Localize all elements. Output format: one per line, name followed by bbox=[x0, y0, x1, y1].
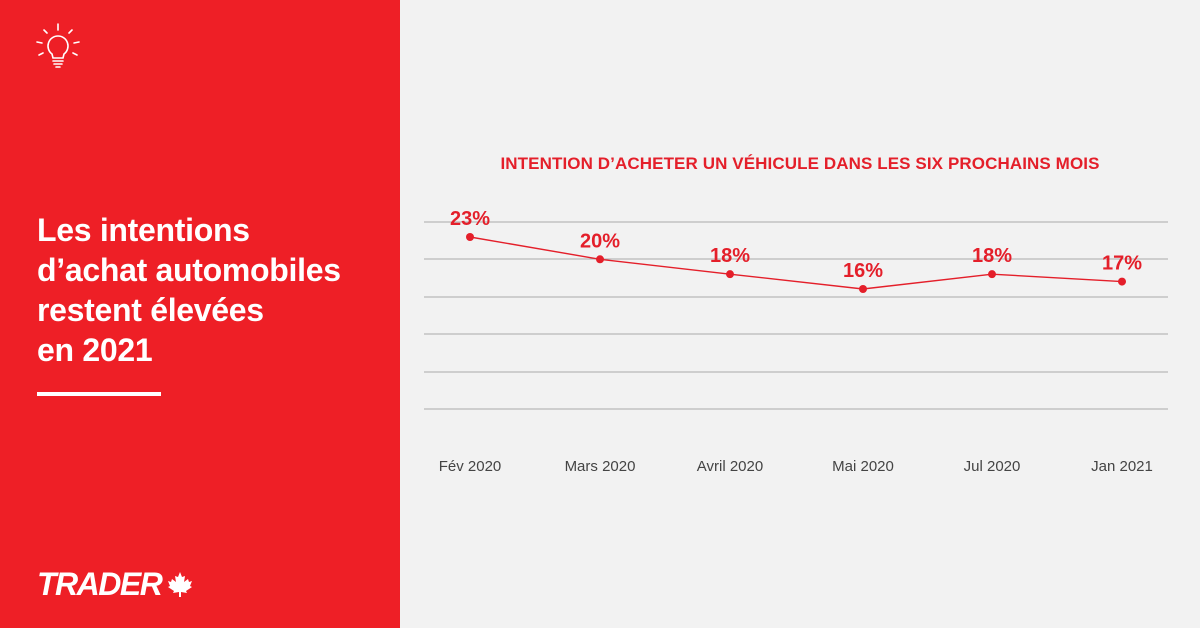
series-line-layer bbox=[469, 236, 1123, 290]
data-point[interactable] bbox=[1118, 277, 1126, 286]
logo-text: TRADER bbox=[37, 566, 163, 602]
data-points bbox=[466, 233, 1126, 293]
trader-logo[interactable]: TRADER bbox=[37, 566, 193, 606]
gridlines bbox=[424, 221, 1168, 410]
headline-underline bbox=[37, 392, 161, 396]
headline-line-1: Les intentions bbox=[37, 212, 250, 248]
headline-line-2: d’achat automobiles bbox=[37, 252, 341, 288]
data-label: 17% bbox=[1102, 253, 1142, 275]
data-label: 18% bbox=[710, 245, 750, 267]
data-point[interactable] bbox=[596, 255, 604, 264]
line-chart: 23% 20% 18% 16% 18% 17% Fév 2020 Mars 2020 Avri… bbox=[424, 208, 1168, 475]
series-line bbox=[469, 236, 1123, 290]
x-tick-label: Mai 2020 bbox=[832, 458, 894, 475]
left-panel: Les intentions d’achat automobiles reste… bbox=[0, 0, 400, 628]
x-tick-label: Avril 2020 bbox=[697, 458, 763, 475]
headline-line-4: en 2021 bbox=[37, 332, 153, 368]
data-point[interactable] bbox=[726, 270, 734, 279]
x-tick-label: Jan 2021 bbox=[1091, 458, 1153, 475]
data-labels: 23% 20% 18% 16% 18% 17% bbox=[450, 208, 1142, 282]
data-label: 20% bbox=[580, 230, 620, 252]
chart-title: INTENTION D’ACHETER UN VÉHICULE DANS LES… bbox=[500, 154, 1100, 173]
data-point[interactable] bbox=[466, 233, 474, 241]
headline: Les intentions d’achat automobiles reste… bbox=[37, 210, 387, 370]
x-tick-label: Mars 2020 bbox=[565, 458, 636, 475]
data-point[interactable] bbox=[988, 270, 996, 279]
data-label: 16% bbox=[843, 260, 883, 282]
lightbulb-icon bbox=[36, 23, 80, 68]
data-point[interactable] bbox=[859, 285, 867, 293]
x-tick-label: Fév 2020 bbox=[439, 458, 502, 475]
x-tick-label: Jul 2020 bbox=[964, 458, 1021, 475]
maple-leaf-icon bbox=[168, 572, 193, 597]
data-label: 18% bbox=[972, 245, 1012, 267]
data-label: 23% bbox=[450, 208, 490, 230]
x-tick-labels: Fév 2020 Mars 2020 Avril 2020 Mai 2020 Jul 2… bbox=[439, 458, 1153, 475]
headline-line-3: restent élevées bbox=[37, 292, 264, 328]
